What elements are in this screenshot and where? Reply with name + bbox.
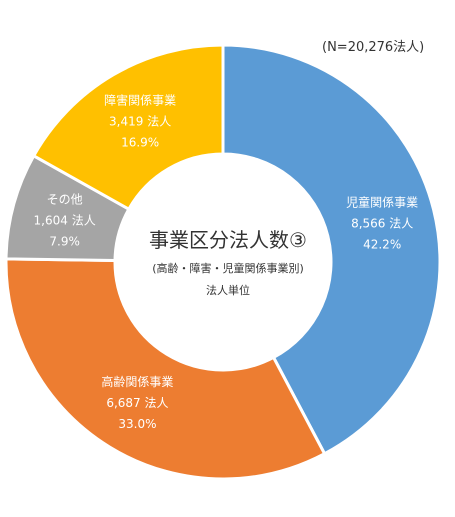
slice-label-name: その他 <box>47 192 83 206</box>
slice-label-value: 1,604 法人 <box>34 213 96 227</box>
slice-label-name: 高齢関係事業 <box>101 374 173 389</box>
chart-unit-caption: 法人単位 <box>206 283 250 297</box>
slice-elderly <box>4 257 327 481</box>
slice-disability <box>31 43 225 212</box>
slice-label-percent: 42.2% <box>363 237 401 251</box>
slice-label-percent: 33.0% <box>118 417 156 431</box>
slice-child <box>221 43 442 456</box>
slice-label-percent: 7.9% <box>49 234 80 248</box>
slice-group <box>4 43 442 481</box>
slice-label-value: 8,566 法人 <box>351 216 413 230</box>
chart-subtitle: (高齢・障害・児童関係事業別) <box>152 261 304 275</box>
sample-size-note: (N=20,276法人) <box>322 40 425 55</box>
slice-label-value: 6,687 法人 <box>106 396 168 410</box>
slice-label-name: 障害関係事業 <box>104 92 176 107</box>
slice-label-name: 児童関係事業 <box>346 194 418 209</box>
center-text-group: 事業区分法人数③ (高齢・障害・児童関係事業別) 法人単位 <box>149 228 307 297</box>
chart-title: 事業区分法人数③ <box>149 228 307 252</box>
slice-label-percent: 16.9% <box>121 135 159 149</box>
slice-label-group: 児童関係事業 8,566 法人 42.2% 高齢関係事業 6,687 法人 33.0% その… <box>34 92 419 430</box>
slice-label-value: 3,419 法人 <box>109 114 171 128</box>
